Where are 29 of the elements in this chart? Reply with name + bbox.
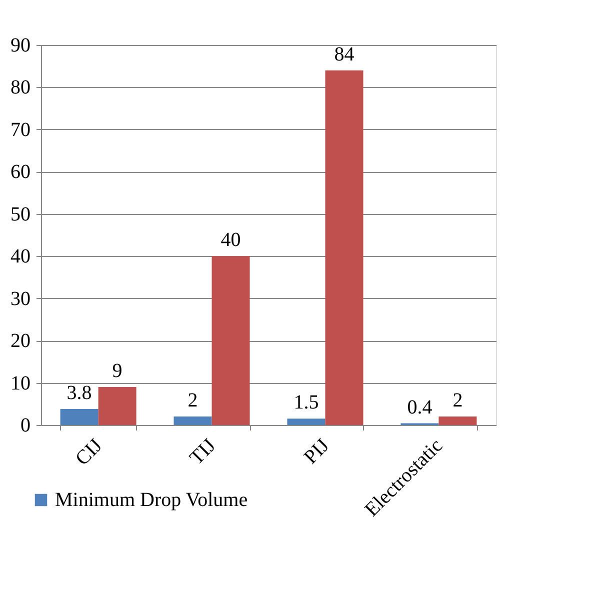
y-tick-label: 80 <box>10 76 30 99</box>
data-label: 9 <box>112 360 122 382</box>
bar <box>174 416 212 425</box>
y-tick-label: 50 <box>10 203 30 226</box>
y-tick-label: 30 <box>10 288 30 310</box>
y-tick-label: 60 <box>10 161 30 184</box>
x-tick-label: PIJ <box>300 434 334 468</box>
legend-label: Minimum Drop Volume <box>55 489 248 511</box>
data-label: 3.8 <box>66 382 92 404</box>
x-tick-label: TIJ <box>186 434 220 470</box>
data-label: 2 <box>188 390 198 412</box>
data-label: 0.4 <box>407 396 432 418</box>
bar <box>438 416 477 425</box>
data-label: 1.5 <box>294 392 319 414</box>
x-tick-label: CIJ <box>71 434 107 470</box>
bar <box>212 256 250 425</box>
data-label: 84 <box>334 43 354 66</box>
y-tick-label: 0 <box>20 414 30 436</box>
y-tick-label: 40 <box>10 246 30 268</box>
bar <box>325 70 364 425</box>
data-label: 2 <box>452 390 463 412</box>
y-tick-label: 10 <box>10 372 30 394</box>
bar <box>60 408 98 425</box>
bar <box>98 387 136 425</box>
y-tick-label: 90 <box>10 34 30 56</box>
bar <box>287 418 326 425</box>
y-tick-label: 20 <box>10 330 30 352</box>
y-tick-label: 70 <box>10 118 30 141</box>
data-label: 40 <box>220 229 241 252</box>
